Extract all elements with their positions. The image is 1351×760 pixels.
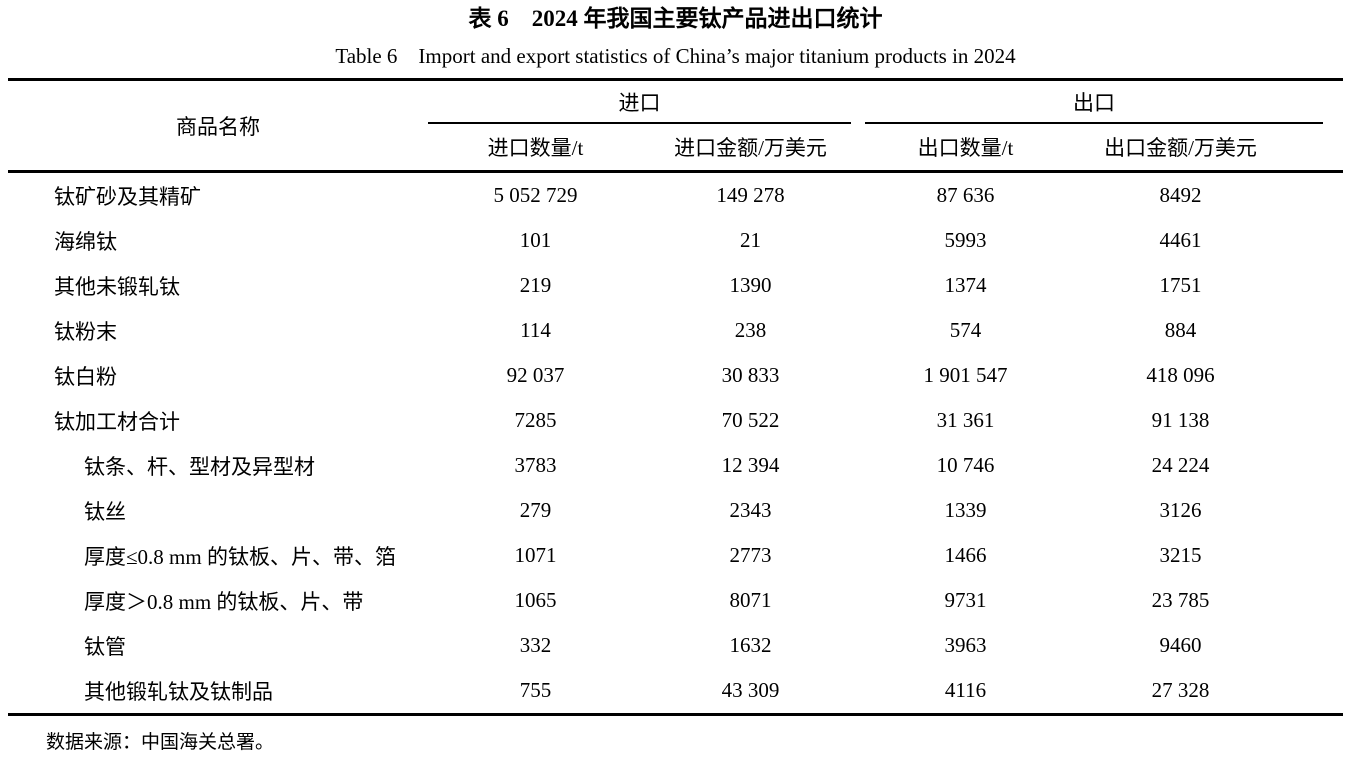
header-group-import: 进口 xyxy=(428,80,858,124)
import-qty-cell: 1071 xyxy=(514,543,557,567)
table-row: 钛粉末 114 238 574 884 xyxy=(8,308,1343,353)
import-qty-cell: 1065 xyxy=(514,588,557,612)
import-value-cell: 149 278 xyxy=(716,183,785,207)
export-qty-cell: 87 636 xyxy=(936,183,995,207)
product-name-cell: 钛丝 xyxy=(84,499,126,524)
table-caption-chinese: 表 6 2024 年我国主要钛产品进出口统计 xyxy=(468,6,883,31)
export-qty-cell: 574 xyxy=(949,318,982,342)
product-name-cell: 钛矿砂及其精矿 xyxy=(54,184,201,209)
export-qty-cell: 1 901 547 xyxy=(923,363,1008,387)
header-import-value: 进口金额/万美元 xyxy=(674,136,827,160)
export-value-cell: 91 138 xyxy=(1151,408,1210,432)
export-value-cell: 1751 xyxy=(1159,273,1202,297)
data-source-note: 数据来源：中国海关总署。 xyxy=(46,732,275,753)
import-value-cell: 238 xyxy=(734,318,767,342)
import-qty-cell: 3783 xyxy=(514,453,557,477)
export-value-cell: 24 224 xyxy=(1151,453,1210,477)
import-export-table: 商品名称 进口 出口 进口数量/t 进口金额/万美元 出口数量/t 出口金额/万… xyxy=(8,78,1343,716)
import-qty-cell: 7285 xyxy=(514,408,557,432)
import-qty-cell: 332 xyxy=(519,633,552,657)
table-row: 海绵钛 101 21 5993 4461 xyxy=(8,218,1343,263)
table-body: 钛矿砂及其精矿 5 052 729 149 278 87 636 8492 海绵钛 101 2… xyxy=(8,172,1343,715)
import-qty-cell: 5 052 729 xyxy=(493,183,578,207)
header-group-row: 商品名称 进口 出口 xyxy=(8,80,1343,139)
import-qty-cell: 755 xyxy=(519,678,552,702)
export-qty-cell: 4116 xyxy=(944,678,987,702)
import-value-cell: 1632 xyxy=(729,633,772,657)
export-qty-cell: 5993 xyxy=(944,228,987,252)
header-product-name: 商品名称 xyxy=(176,114,260,139)
header-export-qty: 出口数量/t xyxy=(917,136,1014,160)
header-group-export-label: 出口 xyxy=(865,81,1323,124)
export-qty-cell: 1374 xyxy=(944,273,987,297)
table-row: 钛白粉 92 037 30 833 1 901 547 418 096 xyxy=(8,353,1343,398)
export-value-cell: 3215 xyxy=(1159,543,1202,567)
table-row: 厚度＞0.8 mm 的钛板、片、带 1065 8071 9731 23 785 xyxy=(8,578,1343,623)
export-qty-cell: 1339 xyxy=(944,498,987,522)
product-name-cell: 其他锻轧钛及钛制品 xyxy=(84,679,273,704)
export-qty-cell: 31 361 xyxy=(936,408,995,432)
export-qty-cell: 10 746 xyxy=(936,453,995,477)
import-value-cell: 70 522 xyxy=(721,408,780,432)
table-row: 其他未锻轧钛 219 1390 1374 1751 xyxy=(8,263,1343,308)
import-value-cell: 43 309 xyxy=(721,678,780,702)
product-name-cell: 钛白粉 xyxy=(54,364,117,389)
header-export-value: 出口金额/万美元 xyxy=(1104,136,1257,160)
export-value-cell: 8492 xyxy=(1159,183,1202,207)
table-caption-english: Table 6 Import and export statistics of … xyxy=(335,44,1016,68)
table-row: 钛条、杆、型材及异型材 3783 12 394 10 746 24 224 xyxy=(8,443,1343,488)
header-sub-row: 进口数量/t 进口金额/万美元 出口数量/t 出口金额/万美元 xyxy=(8,124,1343,172)
export-value-cell: 4461 xyxy=(1159,228,1202,252)
header-group-export: 出口 xyxy=(858,80,1343,124)
product-name-cell: 厚度＞0.8 mm 的钛板、片、带 xyxy=(84,589,364,614)
import-value-cell: 30 833 xyxy=(721,363,780,387)
export-value-cell: 884 xyxy=(1164,318,1197,342)
export-value-cell: 27 328 xyxy=(1151,678,1210,702)
import-value-cell: 1390 xyxy=(729,273,772,297)
table-row: 其他锻轧钛及钛制品 755 43 309 4116 27 328 xyxy=(8,668,1343,715)
import-qty-cell: 279 xyxy=(519,498,552,522)
product-name-cell: 钛粉末 xyxy=(54,319,117,344)
import-value-cell: 2773 xyxy=(729,543,772,567)
import-value-cell: 8071 xyxy=(729,588,772,612)
import-qty-cell: 92 037 xyxy=(506,363,565,387)
export-qty-cell: 1466 xyxy=(944,543,987,567)
import-qty-cell: 114 xyxy=(520,318,551,342)
table-row: 钛矿砂及其精矿 5 052 729 149 278 87 636 8492 xyxy=(8,172,1343,219)
table-row: 钛管 332 1632 3963 9460 xyxy=(8,623,1343,668)
product-name-cell: 厚度≤0.8 mm 的钛板、片、带、箔 xyxy=(84,544,396,569)
import-qty-cell: 219 xyxy=(519,273,552,297)
header-group-import-label: 进口 xyxy=(428,81,851,124)
export-value-cell: 23 785 xyxy=(1151,588,1210,612)
export-value-cell: 418 096 xyxy=(1146,363,1215,387)
table-header: 商品名称 进口 出口 进口数量/t 进口金额/万美元 出口数量/t 出口金额/万… xyxy=(8,80,1343,172)
header-import-qty: 进口数量/t xyxy=(487,136,584,160)
product-name-cell: 钛管 xyxy=(84,634,126,659)
table-row: 厚度≤0.8 mm 的钛板、片、带、箔 1071 2773 1466 3215 xyxy=(8,533,1343,578)
table-row: 钛丝 279 2343 1339 3126 xyxy=(8,488,1343,533)
export-value-cell: 3126 xyxy=(1159,498,1202,522)
product-name-cell: 其他未锻轧钛 xyxy=(54,274,180,299)
table-row: 钛加工材合计 7285 70 522 31 361 91 138 xyxy=(8,398,1343,443)
export-value-cell: 9460 xyxy=(1159,633,1202,657)
product-name-cell: 钛加工材合计 xyxy=(54,409,180,434)
product-name-cell: 海绵钛 xyxy=(54,229,117,254)
export-qty-cell: 9731 xyxy=(944,588,987,612)
product-name-cell: 钛条、杆、型材及异型材 xyxy=(84,454,315,479)
import-qty-cell: 101 xyxy=(519,228,552,252)
import-value-cell: 2343 xyxy=(729,498,772,522)
import-value-cell: 12 394 xyxy=(721,453,780,477)
export-qty-cell: 3963 xyxy=(944,633,987,657)
import-value-cell: 21 xyxy=(740,228,761,252)
